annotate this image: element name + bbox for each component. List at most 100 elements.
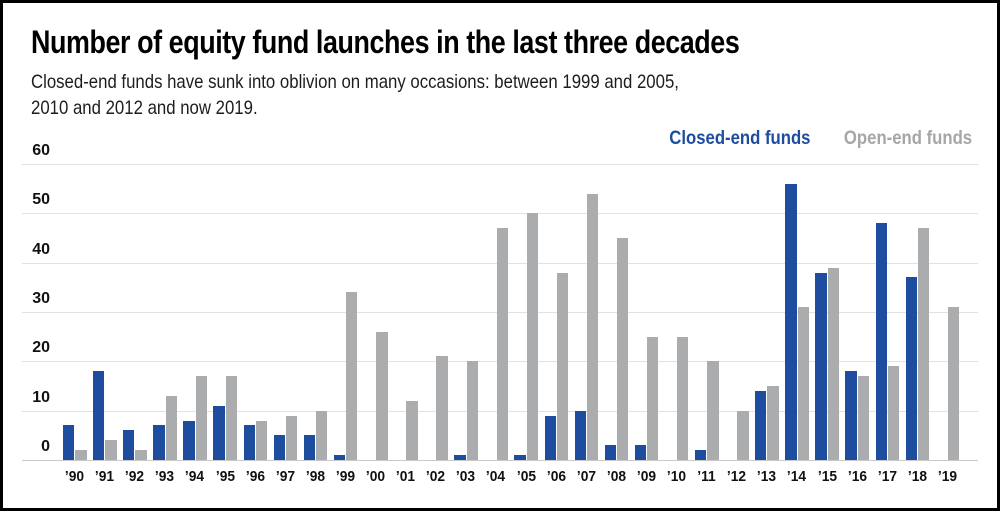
year-group-13 (755, 386, 785, 460)
bar-closed-end-13 (755, 390, 767, 460)
bar-closed-end-11 (694, 450, 707, 460)
bar-closed-end-99 (333, 455, 346, 460)
year-group-17 (875, 223, 906, 460)
bar-closed-end-08 (604, 445, 616, 460)
bar-closed-end-92 (123, 430, 135, 460)
bar-closed-end-16 (845, 371, 857, 460)
bar-open-end-17 (887, 366, 900, 460)
bar-open-end-14 (797, 307, 809, 460)
x-axis-label-11: ’11 (697, 468, 716, 485)
bar-chart-plot-area: 0 10 20 30 40 50 60 ’90 ’91 ’92 ’93 ’94 ’95 ’96 ’97 ’98… (22, 143, 978, 485)
year-group-99 (333, 292, 364, 460)
gridline (22, 213, 978, 215)
bar-open-end-08 (616, 238, 629, 460)
year-group-91 (93, 371, 123, 460)
bar-open-end-01 (406, 400, 418, 460)
bar-closed-end-93 (153, 425, 165, 460)
legend: Closed-end funds Open-end funds (669, 128, 972, 150)
year-group-01 (394, 400, 424, 460)
year-group-19 (936, 307, 966, 460)
x-axis-label-04: ’04 (486, 468, 506, 485)
bar-open-end-10 (677, 336, 689, 460)
bar-closed-end-91 (93, 371, 105, 460)
year-group-98 (303, 410, 334, 460)
year-group-07 (574, 193, 605, 460)
bar-open-end-00 (376, 331, 388, 460)
x-axis-label-93: ’93 (155, 468, 175, 485)
bar-open-end-12 (737, 410, 749, 460)
bar-open-end-97 (285, 415, 298, 460)
legend-item-open-end-funds: Open-end funds (843, 128, 972, 149)
bar-open-end-93 (165, 395, 177, 460)
y-axis-label: 60 (32, 142, 50, 159)
bar-closed-end-98 (303, 435, 316, 460)
bar-open-end-92 (135, 450, 147, 460)
x-axis-baseline (22, 460, 978, 461)
year-group-04 (484, 228, 514, 460)
bar-open-end-95 (225, 376, 238, 460)
bar-open-end-96 (255, 420, 268, 460)
x-axis-label-03: ’03 (456, 468, 476, 485)
x-axis-label-16: ’16 (847, 468, 867, 485)
x-axis-label-12: ’12 (727, 468, 747, 485)
bar-closed-end-17 (875, 223, 887, 460)
bar-closed-end-09 (634, 445, 647, 460)
x-axis-label-91: ’91 (94, 468, 115, 485)
x-axis-label-09: ’09 (636, 468, 656, 485)
bar-open-end-90 (75, 450, 87, 460)
year-group-12 (725, 410, 755, 460)
x-axis-label-19: ’19 (937, 468, 957, 485)
x-axis-label-15: ’15 (817, 468, 837, 485)
year-group-93 (153, 395, 183, 460)
bar-closed-end-97 (273, 435, 285, 460)
y-axis-label: 20 (32, 339, 50, 357)
x-axis-label-06: ’06 (546, 468, 566, 485)
chart-subtitle: Closed-end funds have sunk into oblivion… (31, 69, 862, 121)
year-group-92 (123, 430, 153, 460)
x-axis-label-94: ’94 (185, 468, 205, 485)
y-axis-label: 10 (32, 388, 50, 406)
bar-closed-end-03 (454, 455, 466, 460)
y-axis-label: 40 (32, 240, 50, 258)
year-group-06 (544, 272, 575, 460)
year-group-11 (694, 361, 725, 460)
year-group-16 (845, 371, 875, 460)
bar-open-end-03 (466, 361, 478, 460)
year-group-96 (243, 420, 274, 460)
year-group-09 (634, 336, 665, 460)
bar-open-end-98 (316, 410, 328, 460)
x-axis-label-92: ’92 (125, 468, 145, 485)
chart-title: Number of equity fund launches in the la… (31, 24, 740, 60)
bar-open-end-16 (857, 376, 870, 460)
bar-open-end-13 (767, 386, 779, 460)
x-axis-label-99: ’99 (335, 468, 355, 485)
year-group-10 (665, 336, 695, 460)
year-group-03 (454, 361, 484, 460)
x-axis-label-96: ’96 (245, 468, 265, 485)
x-axis-label-90: ’90 (64, 468, 85, 485)
bar-closed-end-15 (815, 272, 827, 460)
x-axis-label-05: ’05 (516, 468, 536, 485)
bar-closed-end-96 (243, 425, 255, 460)
x-axis-label-00: ’00 (365, 468, 386, 485)
x-axis-label-18: ’18 (907, 468, 927, 485)
bar-closed-end-07 (574, 410, 586, 460)
bar-closed-end-14 (785, 183, 797, 460)
x-axis-label-17: ’17 (877, 468, 897, 485)
bar-open-end-19 (948, 307, 960, 460)
x-axis-label-08: ’08 (606, 468, 626, 485)
bar-open-end-11 (707, 361, 719, 460)
gridline (22, 164, 978, 165)
year-group-90 (63, 425, 93, 460)
legend-item-closed-end-funds: Closed-end funds (669, 128, 811, 149)
bars-container (63, 183, 966, 460)
x-axis-label-97: ’97 (275, 468, 295, 485)
year-group-94 (183, 376, 213, 460)
x-axis-label-02: ’02 (426, 468, 446, 485)
year-group-02 (424, 356, 454, 460)
bar-open-end-02 (436, 356, 448, 460)
y-axis-label: 30 (32, 290, 50, 307)
x-axis-label-95: ’95 (215, 468, 235, 485)
bar-closed-end-94 (183, 420, 195, 460)
